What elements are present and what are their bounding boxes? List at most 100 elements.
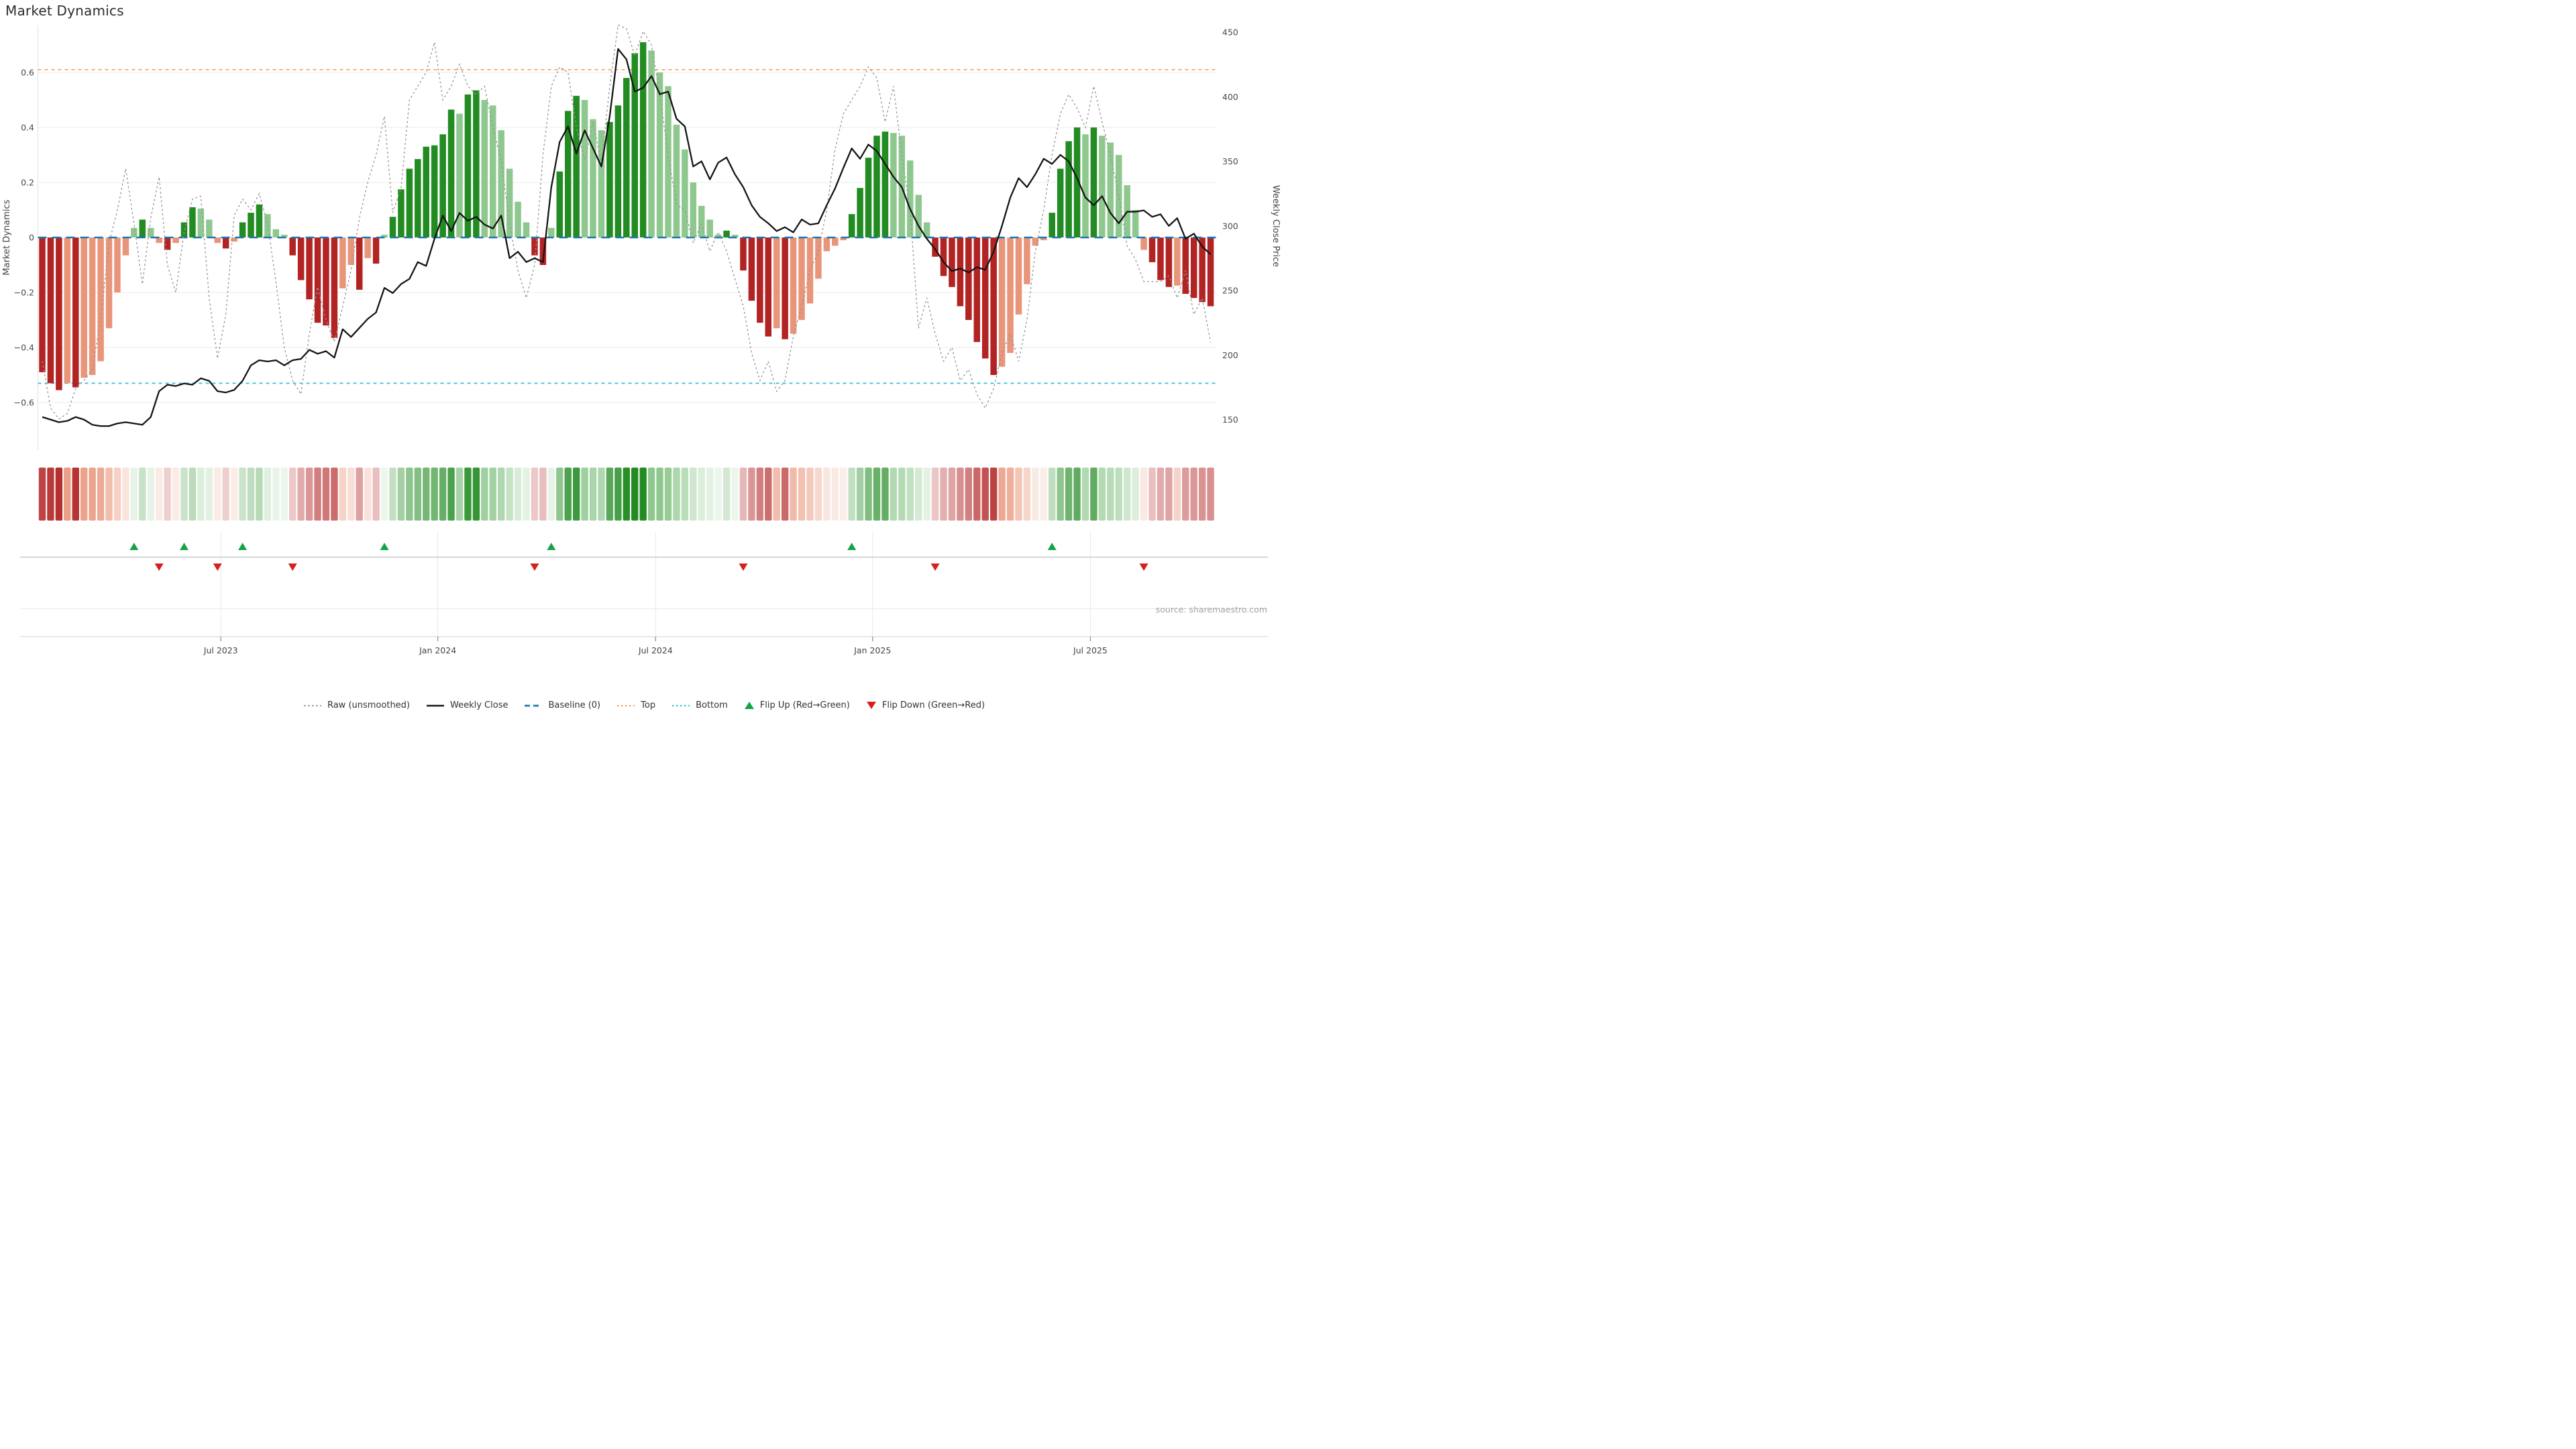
dynamics-bar xyxy=(731,234,739,237)
flip-down-triangle-icon xyxy=(866,702,876,709)
heatmap-cell xyxy=(748,468,755,521)
dynamics-bar xyxy=(1024,237,1030,284)
heatmap-cell xyxy=(414,468,421,521)
dynamics-bar xyxy=(1132,210,1139,237)
dynamics-bar xyxy=(773,237,780,329)
flip-down-marker xyxy=(213,564,222,571)
heatmap-cell xyxy=(372,468,380,521)
heatmap-cell xyxy=(464,468,472,521)
dynamics-bar xyxy=(306,237,313,300)
dynamics-bar xyxy=(473,90,480,237)
dynamics-bar xyxy=(1165,237,1173,287)
dynamics-bar xyxy=(347,237,355,265)
dynamics-bar xyxy=(297,237,305,280)
dynamics-bar xyxy=(464,94,472,237)
heatmap-cell xyxy=(1132,468,1139,521)
dynamics-bar xyxy=(581,100,588,237)
heatmap-cell xyxy=(814,468,822,521)
dynamics-bar xyxy=(656,72,663,237)
y-right-axis-title: Weekly Close Price xyxy=(1271,185,1281,267)
dynamics-bar xyxy=(748,237,755,301)
legend-item-weekly-close: Weekly Close xyxy=(426,700,508,710)
heatmap-cell xyxy=(973,468,981,521)
legend-label: Flip Down (Green→Red) xyxy=(881,700,985,710)
heatmap-cell xyxy=(1107,468,1114,521)
dynamics-bar xyxy=(590,119,596,237)
flip-down-marker xyxy=(739,564,748,571)
market-dynamics-chart: 0.6 0.4 0.2 0 −0.2 −0.4 −0.6 450 400 350 300 250 200… xyxy=(2,24,1281,655)
dynamics-bar xyxy=(548,227,555,237)
x-tick-label: Jul 2023 xyxy=(203,645,238,655)
legend-item-baseline: Baseline (0) xyxy=(524,700,600,710)
dynamics-bar xyxy=(981,237,989,359)
y-left-axis-title: Market Dynamics xyxy=(2,199,12,275)
dynamics-bar xyxy=(248,213,254,237)
heatmap-cell xyxy=(97,468,105,521)
dynamics-bar xyxy=(848,214,855,237)
flip-up-marker xyxy=(380,543,389,550)
dynamics-bar xyxy=(723,230,730,237)
dynamics-bar xyxy=(1116,155,1122,237)
heatmap-cell xyxy=(840,468,847,521)
heatmap-cell xyxy=(1057,468,1064,521)
heatmap-cell xyxy=(489,468,496,521)
heatmap-cell xyxy=(455,468,464,521)
heatmap-cell xyxy=(122,468,129,521)
reference-lines-layer xyxy=(38,69,1217,384)
heatmap-cell xyxy=(823,468,830,521)
heatmap-cell xyxy=(423,468,430,521)
dynamics-bar xyxy=(539,237,547,265)
market-dynamics-page: Market Dynamics 0.6 0.4 0.2 0 −0.2 −0.4 −0.6 45… xyxy=(0,0,1288,724)
dynamics-bar xyxy=(1157,237,1164,280)
dynamics-bar xyxy=(189,207,196,237)
raw-unsmoothed-line xyxy=(42,24,1212,420)
heatmap-cell xyxy=(439,468,447,521)
dynamics-bar xyxy=(39,237,46,372)
heatmap-cell xyxy=(105,468,113,521)
dynamics-bar xyxy=(1182,237,1189,294)
heatmap-cell xyxy=(831,468,839,521)
heatmap-cell xyxy=(155,468,163,521)
heatmap-cell xyxy=(205,468,213,521)
dynamics-bar xyxy=(940,237,947,276)
heatmap-cell xyxy=(1124,468,1131,521)
dynamics-bars-layer xyxy=(39,42,1214,390)
heatmap-cell xyxy=(356,468,363,521)
dynamics-bar xyxy=(564,111,572,237)
dynamics-bar xyxy=(72,237,79,388)
dynamics-bar xyxy=(156,237,162,244)
y-right-tick-label: 150 xyxy=(1222,415,1238,425)
heatmap-cell xyxy=(322,468,330,521)
dynamics-bar xyxy=(281,234,288,237)
dynamics-bar xyxy=(857,188,863,237)
dynamics-bar xyxy=(907,160,914,237)
dynamics-bar xyxy=(1140,237,1147,250)
heatmap-cell xyxy=(314,468,321,521)
dynamics-bar xyxy=(490,105,496,237)
dynamics-bar xyxy=(1090,127,1097,237)
dynamics-bar xyxy=(364,237,371,258)
dynamics-bar xyxy=(923,222,930,237)
heatmap-cell xyxy=(598,468,605,521)
y-right-tick-label: 200 xyxy=(1222,350,1238,360)
y-right-tick-label: 350 xyxy=(1222,156,1238,166)
legend-label: Flip Up (Red→Green) xyxy=(759,700,850,710)
dynamics-bar xyxy=(506,168,513,237)
heatmap-cell xyxy=(898,468,906,521)
dynamics-bar xyxy=(97,237,104,362)
dynamics-bar xyxy=(973,237,981,342)
heatmap-cell xyxy=(957,468,964,521)
heatmap-cell xyxy=(798,468,806,521)
heatmap-cell xyxy=(706,468,714,521)
flip-marker-panel xyxy=(20,532,1268,637)
heatmap-cell xyxy=(731,468,739,521)
heatmap-cell xyxy=(113,468,121,521)
dynamics-bar xyxy=(890,133,897,237)
dynamics-bar xyxy=(423,146,429,237)
heatmap-cell xyxy=(639,468,647,521)
heatmap-cell xyxy=(940,468,947,521)
heatmap-cell xyxy=(1148,468,1156,521)
heatmap-cell xyxy=(264,468,272,521)
legend-label: Weekly Close xyxy=(450,700,508,710)
dynamics-bar xyxy=(381,234,388,237)
